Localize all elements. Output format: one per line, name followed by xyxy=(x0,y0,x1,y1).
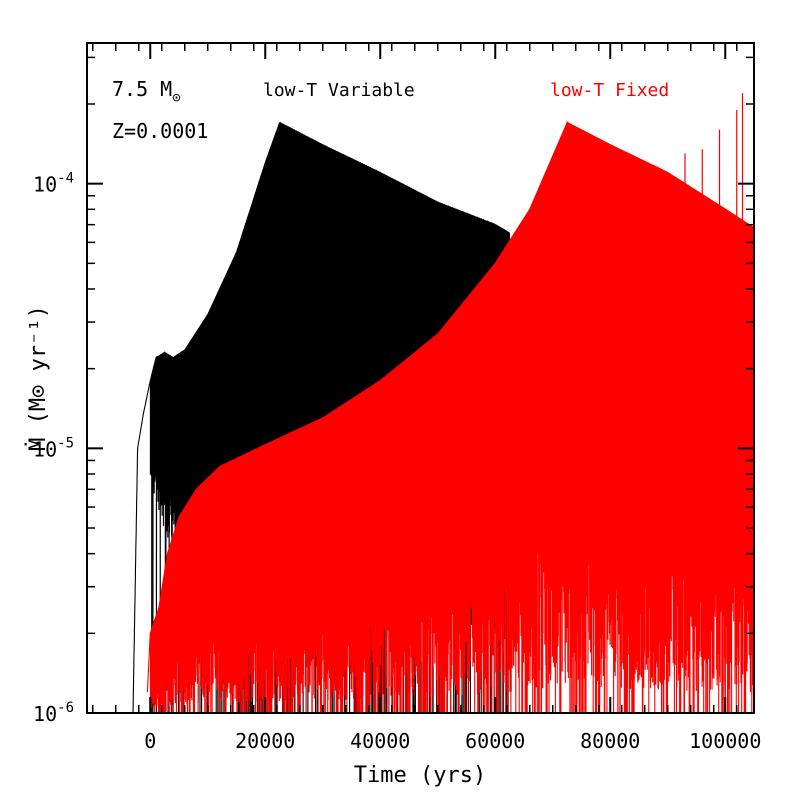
x-tick-labels: 0 20000 40000 60000 80000 100000 xyxy=(144,729,761,753)
y-axis-title: Ṁ (M⊙ yr⁻¹) xyxy=(25,305,51,451)
y-tick-label: 10-6 xyxy=(33,700,74,726)
y-tick-labels: 10-6 10-5 10-4 xyxy=(33,171,74,726)
x-tick-label: 20000 xyxy=(235,729,295,753)
x-axis-title: Time (yrs) xyxy=(354,763,486,788)
y-tick-label: 10-5 xyxy=(33,435,74,461)
series-line-low-t-fixed xyxy=(146,120,754,713)
series-low-t-fixed xyxy=(146,93,754,713)
y-tick-label: 10-4 xyxy=(33,171,74,197)
x-tick-label: 100000 xyxy=(689,729,761,753)
ticks-layer xyxy=(87,43,754,714)
series-layer xyxy=(132,93,754,713)
x-tick-label: 60000 xyxy=(465,729,525,753)
x-tick-label: 0 xyxy=(144,729,156,753)
legend-label-variable: low-T Variable xyxy=(263,80,415,101)
x-tick-label: 80000 xyxy=(580,729,640,753)
plot-frame xyxy=(86,42,755,714)
metallicity-annotation: Z=0.0001 xyxy=(112,119,208,143)
legend-label-fixed: low-T Fixed xyxy=(550,80,669,101)
mass-annotation: 7.5 M⊙ xyxy=(112,77,181,106)
x-tick-label: 40000 xyxy=(350,729,410,753)
